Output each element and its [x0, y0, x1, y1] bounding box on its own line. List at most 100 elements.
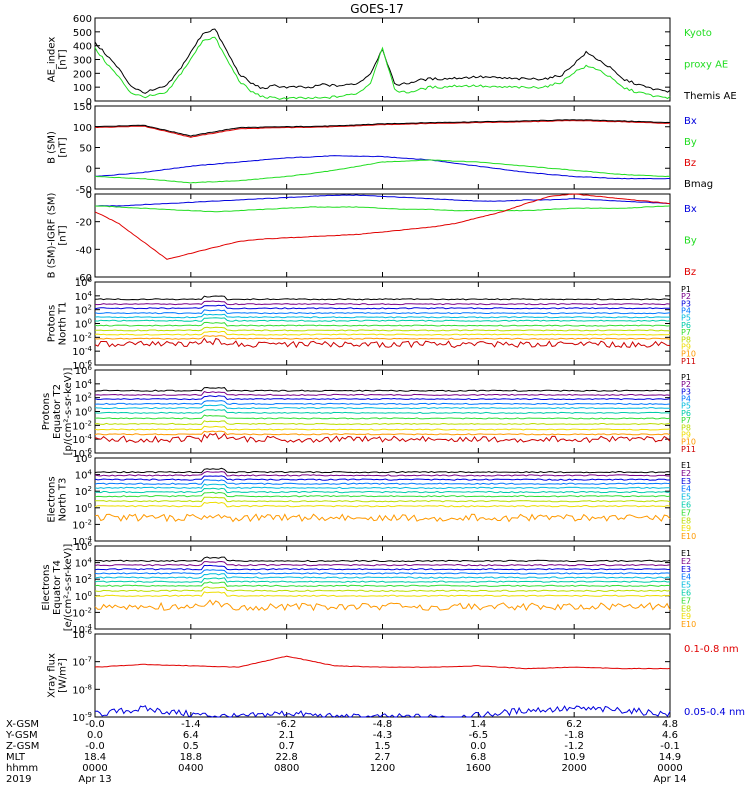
channel-line [94, 313, 670, 319]
ephemeris-value: 0.7 [279, 741, 295, 752]
ephemeris-value: 4.6 [662, 730, 678, 741]
channel-legend: E5 [681, 581, 691, 590]
channel-legend: P8 [681, 423, 691, 432]
channel-line [94, 591, 671, 597]
y-tick-label: 10-6 [72, 447, 92, 460]
panel-ylabel: [nT] [58, 225, 69, 245]
date-end: Apr 14 [653, 774, 686, 785]
y-tick-label: 102 [75, 304, 92, 317]
channel-legend: E3 [681, 477, 691, 486]
y-tick-label: 106 [75, 452, 93, 465]
channel-line [94, 425, 671, 431]
ephemeris-value: 1.4 [470, 719, 486, 730]
y-tick-label: 500 [73, 28, 92, 39]
channel-line [94, 317, 671, 322]
channel-line [94, 586, 671, 592]
ephemeris-value: 2.7 [375, 752, 391, 763]
panel-ylabel: Equator T4 [52, 560, 63, 615]
y-tick-label: 10-4 [72, 623, 92, 636]
ephemeris-value: 0.0 [87, 730, 103, 741]
channel-legend: P3 [681, 387, 691, 396]
channel-legend: E7 [681, 508, 691, 517]
y-tick-label: 100 [73, 123, 92, 134]
series-line [94, 655, 671, 670]
series-line [94, 119, 671, 138]
y-tick-label: 10-7 [72, 656, 92, 669]
panel-frame [94, 633, 671, 718]
ephemeris-value: 2.1 [279, 730, 295, 741]
series-line [94, 119, 671, 137]
channel-line [94, 556, 671, 563]
channel-line [94, 414, 671, 420]
channel-line [94, 483, 670, 490]
channel-line [94, 501, 671, 508]
ephemeris-row-label: Z-GSM [6, 741, 39, 752]
panel-frame [94, 17, 671, 102]
y-tick-label: 10-9 [72, 711, 92, 724]
channel-line [94, 409, 671, 414]
channel-legend: P10 [681, 438, 696, 447]
y-tick-label: 400 [73, 42, 92, 53]
legend-entry: 0.1-0.8 nm [684, 644, 739, 655]
channel-line [94, 395, 671, 401]
y-tick-label: 102 [75, 573, 92, 586]
panel-ylabel: B (SM)-IGRF (SM) [47, 193, 58, 279]
channel-line [94, 513, 671, 523]
y-tick-label: 106 [75, 276, 93, 289]
channel-legend: P6 [681, 409, 691, 418]
channel-legend: P10 [681, 350, 696, 359]
channel-legend: E3 [681, 565, 691, 574]
y-tick-label: 100 [73, 83, 92, 94]
panel-ylabel: [W/m²] [58, 658, 69, 693]
channel-legend: E9 [681, 612, 691, 621]
channel-line [94, 300, 671, 306]
panel-ylabel: B (SM) [47, 131, 58, 164]
channel-legend: E7 [681, 596, 691, 605]
channel-legend: E1 [681, 549, 691, 558]
ephemeris-value: 0.5 [183, 741, 199, 752]
y-tick-label: 0 [86, 164, 92, 175]
channel-line [94, 386, 671, 392]
channel-line [95, 326, 671, 332]
channel-line [94, 475, 670, 481]
panel-frame [94, 281, 671, 366]
y-tick-label: 10-4 [72, 535, 92, 548]
y-tick-label: 10-4 [72, 433, 92, 446]
channel-line [94, 577, 671, 583]
y-tick-label: 50 [79, 144, 92, 155]
ephemeris-value: 0400 [178, 763, 203, 774]
y-tick-label: 106 [75, 364, 93, 377]
channel-legend: P5 [681, 314, 691, 323]
legend-entry: 0.05-0.4 nm [684, 707, 745, 718]
ephemeris-value: -1.4 [181, 719, 201, 730]
channel-legend: P7 [681, 328, 691, 337]
y-tick-label: 0 [86, 97, 92, 108]
ephemeris-value: -0.0 [85, 719, 105, 730]
y-tick-label: 100 [75, 406, 92, 419]
channel-line [94, 573, 671, 579]
legend-entry: By [684, 236, 697, 247]
legend-entry: Bx [684, 116, 697, 127]
channel-line [94, 420, 671, 426]
year-label: 2019 [6, 774, 31, 785]
channel-legend: P3 [681, 299, 691, 308]
legend-entry: By [684, 137, 697, 148]
channel-line [94, 467, 671, 474]
series-line [94, 36, 671, 100]
channel-legend: E10 [681, 532, 696, 541]
y-tick-label: 104 [75, 290, 93, 303]
panel-ylabel: [p/(cm²-s-sr-keV)] [63, 368, 74, 456]
channel-line [94, 479, 671, 485]
channel-line [94, 569, 671, 575]
legend-entry: proxy AE [684, 60, 728, 71]
channel-legend: P7 [681, 416, 691, 425]
series-line [94, 205, 671, 213]
y-tick-label: 104 [75, 557, 93, 570]
channel-line [94, 309, 671, 315]
ephemeris-value: -0.1 [660, 741, 680, 752]
ephemeris-value: 1600 [466, 763, 491, 774]
legend-entry: Bmag [684, 179, 713, 190]
ephemeris-value: -4.3 [373, 730, 393, 741]
